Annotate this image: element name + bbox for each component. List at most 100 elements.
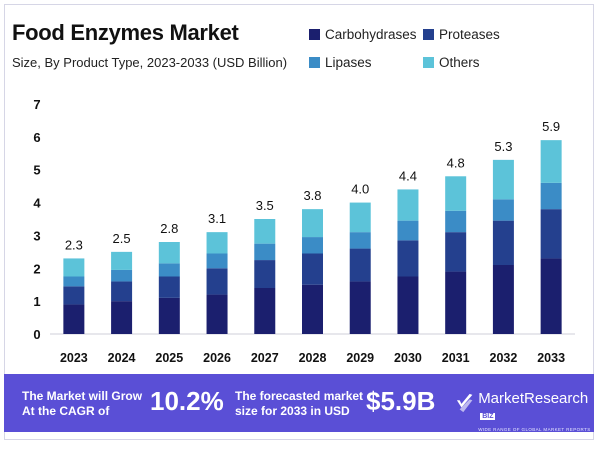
legend-label-proteases: Proteases: [439, 27, 500, 42]
bar-segment-others: [540, 140, 562, 183]
y-tick-label: 1: [33, 294, 40, 309]
bar-segment-proteases: [540, 209, 562, 259]
brand-tagline: WIDE RANGE OF GLOBAL MARKET REPORTS: [478, 427, 591, 432]
x-tick-label: 2026: [203, 351, 231, 365]
forecast-text: The forecasted market size for 2033 in U…: [235, 389, 363, 419]
bar-segment-lipases: [63, 276, 85, 287]
bar-segment-proteases: [111, 281, 133, 302]
bar-segment-carbohydrases: [492, 265, 514, 334]
legend-item-proteases: Proteases: [423, 27, 500, 42]
x-tick-label: 2031: [442, 351, 470, 365]
y-tick-label: 5: [33, 163, 40, 178]
x-tick-label: 2033: [537, 351, 565, 365]
bar-segment-others: [254, 219, 276, 244]
bar-segment-carbohydrases: [111, 301, 133, 334]
brand-badge: BIZ: [480, 413, 496, 421]
bar-segment-lipases: [254, 243, 276, 261]
cagr-text-line1: The Market will Grow: [22, 389, 143, 403]
cagr-text: The Market will Grow At the CAGR of: [22, 389, 142, 419]
bar-segment-others: [445, 176, 467, 211]
bar-segment-lipases: [349, 232, 371, 249]
bar-segment-lipases: [445, 210, 467, 233]
bar-segment-proteases: [158, 276, 180, 298]
bar-segment-carbohydrases: [254, 288, 276, 334]
footer-banner: The Market will Grow At the CAGR of 10.2…: [4, 374, 594, 432]
forecast-text-line1: The forecasted market: [235, 389, 364, 403]
y-tick-label: 0: [33, 327, 40, 342]
bar-segment-others: [206, 232, 228, 254]
stacked-bar-chart: 0 1 2 3 4 5 6 7 2.3 2023 2.5 2024 2.8 2025 3.1 2026 3.5 2…: [33, 97, 575, 365]
bar-segment-proteases: [206, 268, 228, 295]
forecast-value: $5.9B: [366, 386, 436, 416]
forecast-text-line2: size for 2033 in USD: [235, 404, 350, 418]
legend-item-carbohydrases: Carbohydrases: [309, 27, 417, 42]
bar-segment-carbohydrases: [158, 297, 180, 334]
y-tick-label: 6: [33, 130, 40, 145]
bar-segment-others: [111, 251, 133, 270]
x-tick-label: 2023: [60, 351, 88, 365]
bar-segment-proteases: [397, 240, 419, 277]
y-tick-label: 2: [33, 261, 40, 276]
x-tick-label: 2028: [299, 351, 327, 365]
bar-segment-lipases: [540, 182, 562, 210]
total-label: 4.4: [399, 168, 417, 183]
total-label: 3.8: [303, 188, 321, 203]
bar-segment-others: [158, 242, 180, 264]
bar-segment-carbohydrases: [397, 276, 419, 334]
y-tick-label: 4: [33, 196, 41, 211]
total-label: 2.3: [65, 237, 83, 252]
bar-segment-proteases: [349, 248, 371, 282]
bar-segment-carbohydrases: [349, 281, 371, 334]
brand-logo: MarketResearch BIZ WIDE RANGE OF GLOBAL M…: [456, 390, 594, 432]
x-tick-label: 2027: [251, 351, 279, 365]
total-label: 5.9: [542, 119, 560, 134]
bar-segment-others: [349, 202, 371, 233]
chart-subtitle: Size, By Product Type, 2023-2033 (USD Bi…: [12, 55, 288, 70]
bar-segment-carbohydrases: [302, 284, 323, 334]
bar-segment-carbohydrases: [63, 304, 85, 334]
legend-label-carbohydrases: Carbohydrases: [325, 27, 417, 42]
bar-segment-lipases: [158, 263, 180, 277]
bar-segment-carbohydrases: [445, 271, 467, 334]
bar-segment-lipases: [111, 269, 133, 282]
legend-swatch-others: [423, 57, 434, 68]
x-tick-label: 2024: [108, 351, 136, 365]
bar-segment-lipases: [492, 199, 514, 221]
cagr-text-line2: At the CAGR of: [22, 404, 110, 418]
x-tick-label: 2030: [394, 351, 422, 365]
x-tick-label: 2029: [346, 351, 374, 365]
x-tick-label: 2032: [490, 351, 518, 365]
cagr-value: 10.2%: [150, 386, 224, 416]
total-label: 2.8: [160, 221, 178, 236]
total-label: 2.5: [113, 231, 131, 246]
total-label: 4.8: [447, 155, 465, 170]
total-label: 3.5: [256, 198, 274, 213]
chart-title: Food Enzymes Market: [12, 20, 239, 45]
legend-item-others: Others: [423, 55, 480, 70]
bar-segment-proteases: [302, 253, 323, 285]
bar-segment-lipases: [206, 253, 228, 269]
bar-segment-others: [63, 258, 85, 277]
brand-check-icon: [456, 393, 473, 413]
y-tick-label: 3: [33, 228, 40, 243]
legend-label-others: Others: [439, 55, 480, 70]
total-label: 3.1: [208, 211, 226, 226]
bar-segment-others: [492, 159, 514, 200]
legend-item-lipases: Lipases: [309, 55, 372, 70]
total-label: 4.0: [351, 182, 369, 197]
bar-segment-proteases: [445, 232, 467, 272]
x-tick-label: 2025: [155, 351, 183, 365]
bar-segment-proteases: [63, 286, 85, 305]
bar-segment-others: [302, 209, 323, 238]
total-label: 5.3: [494, 139, 512, 154]
legend-swatch-carbohydrases: [309, 29, 320, 40]
bar-segment-carbohydrases: [540, 258, 562, 334]
legend-swatch-lipases: [309, 57, 320, 68]
y-tick-label: 7: [33, 97, 40, 112]
bar-segment-carbohydrases: [206, 294, 228, 334]
bar-segment-lipases: [302, 237, 323, 254]
legend-swatch-proteases: [423, 29, 434, 40]
brand-name: MarketResearch: [478, 390, 589, 407]
bar-segment-others: [397, 189, 419, 221]
bar-segment-proteases: [254, 260, 276, 288]
